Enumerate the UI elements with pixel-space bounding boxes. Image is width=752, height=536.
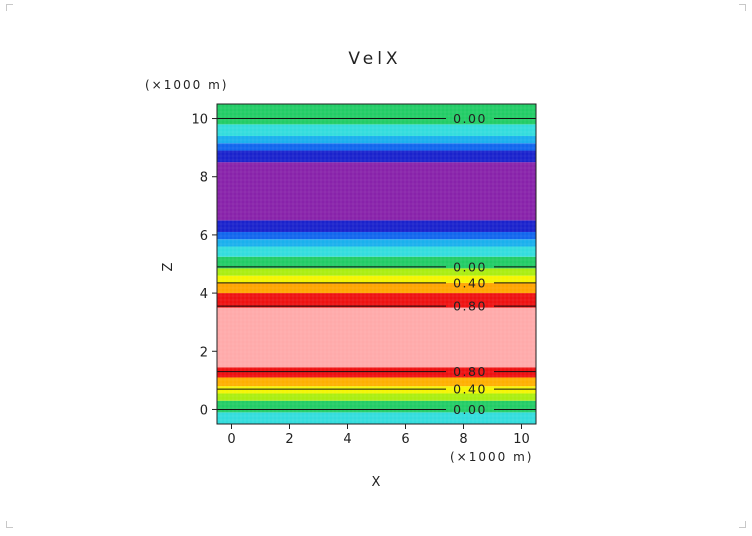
mesh-grid bbox=[216, 103, 536, 425]
band-3 bbox=[217, 386, 536, 394]
contour-label-1: 0.40 bbox=[453, 382, 487, 397]
corner-mark-bottom-right bbox=[739, 521, 746, 528]
x-tick-label-1: 2 bbox=[285, 432, 293, 447]
x-tick-label-5: 10 bbox=[513, 432, 530, 447]
band-18 bbox=[217, 143, 536, 151]
y-tick-label-0: 0 bbox=[200, 403, 208, 418]
band-12 bbox=[217, 246, 536, 257]
band-6 bbox=[217, 307, 536, 368]
band-7 bbox=[217, 293, 536, 308]
band-9 bbox=[217, 275, 536, 283]
band-15 bbox=[217, 220, 536, 232]
x-tick-label-2: 4 bbox=[343, 432, 351, 447]
band-5 bbox=[217, 367, 536, 378]
x-tick-label-3: 6 bbox=[401, 432, 409, 447]
band-19 bbox=[217, 136, 536, 144]
band-1 bbox=[217, 400, 536, 413]
plot-frame bbox=[216, 103, 537, 425]
x-tick-label-0: 0 bbox=[227, 432, 235, 447]
plot-area: 0.000.400.800.800.400.000.000 2 4 6 8 1002468… bbox=[191, 103, 537, 447]
band-13 bbox=[217, 239, 536, 247]
corner-mark-top-left bbox=[6, 4, 13, 11]
contour-label-0: 0.00 bbox=[453, 402, 487, 417]
contour-label-5: 0.00 bbox=[453, 259, 487, 274]
band-8 bbox=[217, 282, 536, 294]
x-tick-label-4: 8 bbox=[459, 432, 467, 447]
band-10 bbox=[217, 268, 536, 276]
band-11 bbox=[217, 256, 536, 269]
corner-mark-top-right bbox=[739, 4, 746, 11]
y-tick-label-1: 2 bbox=[200, 345, 208, 360]
band-14 bbox=[217, 232, 536, 240]
y-tick-label-4: 8 bbox=[200, 171, 208, 186]
band-16 bbox=[217, 162, 536, 221]
band-17 bbox=[217, 150, 536, 163]
contour-label-6: 0.00 bbox=[453, 111, 487, 126]
band-20 bbox=[217, 124, 536, 136]
y-tick-label-3: 6 bbox=[200, 229, 208, 244]
chart-title: VelX bbox=[348, 49, 401, 69]
contour-label-2: 0.80 bbox=[453, 364, 487, 379]
y-tick-label-5: 10 bbox=[191, 113, 208, 128]
band-0 bbox=[217, 412, 536, 424]
band-2 bbox=[217, 393, 536, 401]
contour-label-3: 0.80 bbox=[453, 299, 487, 314]
y-tick-label-2: 4 bbox=[200, 287, 208, 302]
x-axis-label: X bbox=[372, 475, 381, 490]
band-21 bbox=[217, 104, 536, 125]
corner-mark-bottom-left bbox=[6, 521, 13, 528]
band-4 bbox=[217, 377, 536, 387]
contour-label-4: 0.40 bbox=[453, 275, 487, 290]
y-axis-unit: (×1000 m) bbox=[145, 78, 228, 92]
x-axis-unit: (×1000 m) bbox=[450, 450, 533, 464]
y-axis-label: Z bbox=[161, 262, 176, 271]
